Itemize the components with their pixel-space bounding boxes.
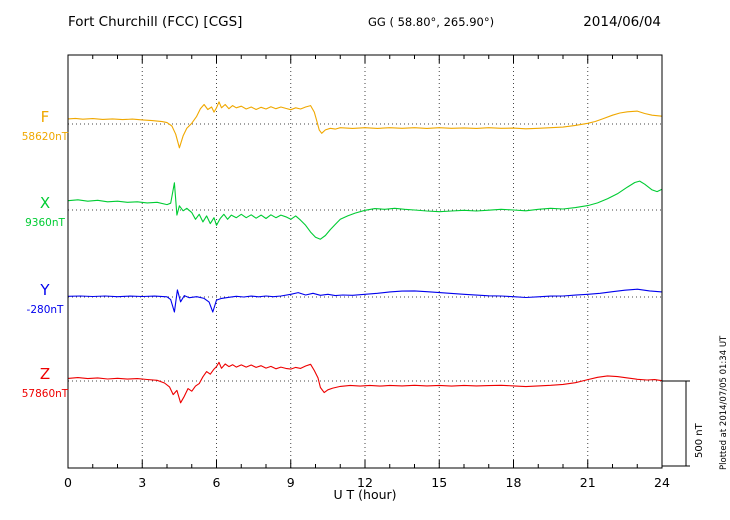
plot-date: 2014/06/04 xyxy=(583,14,661,30)
component-letter-F: F xyxy=(41,108,50,126)
x-tick-label: 24 xyxy=(654,475,670,490)
gridlines xyxy=(141,55,589,468)
component-value-F: 58620nT xyxy=(22,131,69,143)
trace-F xyxy=(67,101,663,149)
component-label-Z: Z 57860nT xyxy=(22,365,69,400)
component-value-Z: 57860nT xyxy=(22,388,69,400)
x-tick-label: 0 xyxy=(64,475,72,490)
axis-tick-labels: 0 3 6 9 12 15 18 21 24 xyxy=(64,475,670,490)
x-tick-label: 3 xyxy=(138,475,146,490)
trace-X xyxy=(67,180,663,240)
geographic-coords: GG ( 58.80°, 265.90°) xyxy=(368,15,494,29)
x-tick-label: 21 xyxy=(580,475,596,490)
component-letter-Y: Y xyxy=(39,281,50,299)
x-tick-label: 15 xyxy=(431,475,447,490)
x-tick-label: 9 xyxy=(287,475,295,490)
x-tick-label: 18 xyxy=(506,475,522,490)
component-value-X: 9360nT xyxy=(25,217,65,229)
component-value-Y: -280nT xyxy=(27,304,64,316)
scale-bar: 500 nT xyxy=(662,380,705,467)
plot-frame xyxy=(67,54,663,469)
axis-ticks xyxy=(67,55,663,468)
baselines xyxy=(68,123,662,382)
component-label-F: F 58620nT xyxy=(22,108,69,143)
component-label-Y: Y -280nT xyxy=(27,281,64,316)
trace-Z xyxy=(67,361,663,404)
x-tick-label: 6 xyxy=(213,475,221,490)
station-title: Fort Churchill (FCC) [CGS] xyxy=(68,14,242,30)
x-axis-label: U T (hour) xyxy=(333,487,396,502)
x-tick-label: 12 xyxy=(357,475,373,490)
scale-bar-label: 500 nT xyxy=(694,422,705,458)
component-letter-Z: Z xyxy=(40,365,50,383)
component-label-X: X 9360nT xyxy=(25,194,65,229)
component-letter-X: X xyxy=(40,194,50,212)
traces xyxy=(67,101,663,404)
plotted-at-note: Plotted at 2014/07/05 01:34 UT xyxy=(719,335,729,470)
trace-Y xyxy=(67,288,663,313)
